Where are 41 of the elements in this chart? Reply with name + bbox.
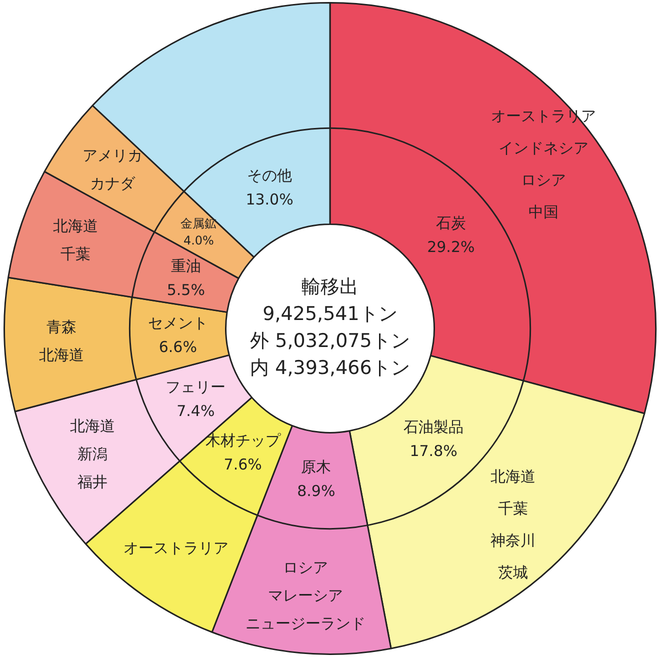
slice-label: 石炭 bbox=[436, 214, 466, 232]
data-label: 7.6% bbox=[224, 455, 262, 474]
text: オーストラリア bbox=[123, 538, 228, 557]
data-label: 5.5% bbox=[166, 281, 205, 300]
text: 神奈川 bbox=[490, 532, 536, 550]
slice-label: 原木 bbox=[301, 458, 332, 476]
data-label: 8.9% bbox=[297, 482, 336, 500]
slice-label: セメント bbox=[148, 314, 208, 332]
data-label: 4.0% bbox=[183, 234, 214, 248]
text: 輸移出 bbox=[302, 276, 358, 298]
text: アメリカ bbox=[82, 146, 142, 164]
data-label: 7.4% bbox=[176, 402, 215, 420]
slice-label: その他 bbox=[247, 166, 292, 185]
data-label: 6.6% bbox=[158, 338, 197, 356]
text: 9,425,541トン bbox=[262, 302, 398, 325]
text: 福井 bbox=[78, 473, 108, 492]
text: カナダ bbox=[90, 174, 135, 192]
text: インドネシア bbox=[498, 138, 589, 157]
text: 青森 bbox=[46, 318, 76, 336]
text: マレーシア bbox=[268, 586, 344, 604]
text: 北海道 bbox=[70, 417, 116, 436]
text: 内 4,393,466トン bbox=[250, 356, 410, 379]
text: ロシア bbox=[283, 558, 328, 576]
text: 新潟 bbox=[78, 445, 108, 464]
text: 北海道 bbox=[52, 217, 98, 236]
slice-label: フェリー bbox=[166, 378, 226, 396]
text: 中国 bbox=[528, 202, 559, 221]
slice-label: 石油製品 bbox=[404, 418, 464, 436]
data-label: 29.2% bbox=[427, 238, 475, 256]
text: 千葉 bbox=[498, 500, 528, 518]
slice-label: 重油 bbox=[170, 257, 201, 276]
text: 北海道 bbox=[490, 468, 536, 486]
data-label: 17.8% bbox=[410, 442, 458, 460]
text: ニュージーランド bbox=[246, 614, 366, 632]
text: ロシア bbox=[521, 170, 566, 189]
text: 茨城 bbox=[498, 564, 528, 582]
text: 外 5,032,075トン bbox=[250, 330, 410, 352]
slice-label: 木材チップ bbox=[205, 431, 282, 450]
data-label: 13.0% bbox=[246, 190, 294, 209]
text: 北海道 bbox=[38, 346, 84, 364]
text: 千葉 bbox=[60, 245, 90, 264]
